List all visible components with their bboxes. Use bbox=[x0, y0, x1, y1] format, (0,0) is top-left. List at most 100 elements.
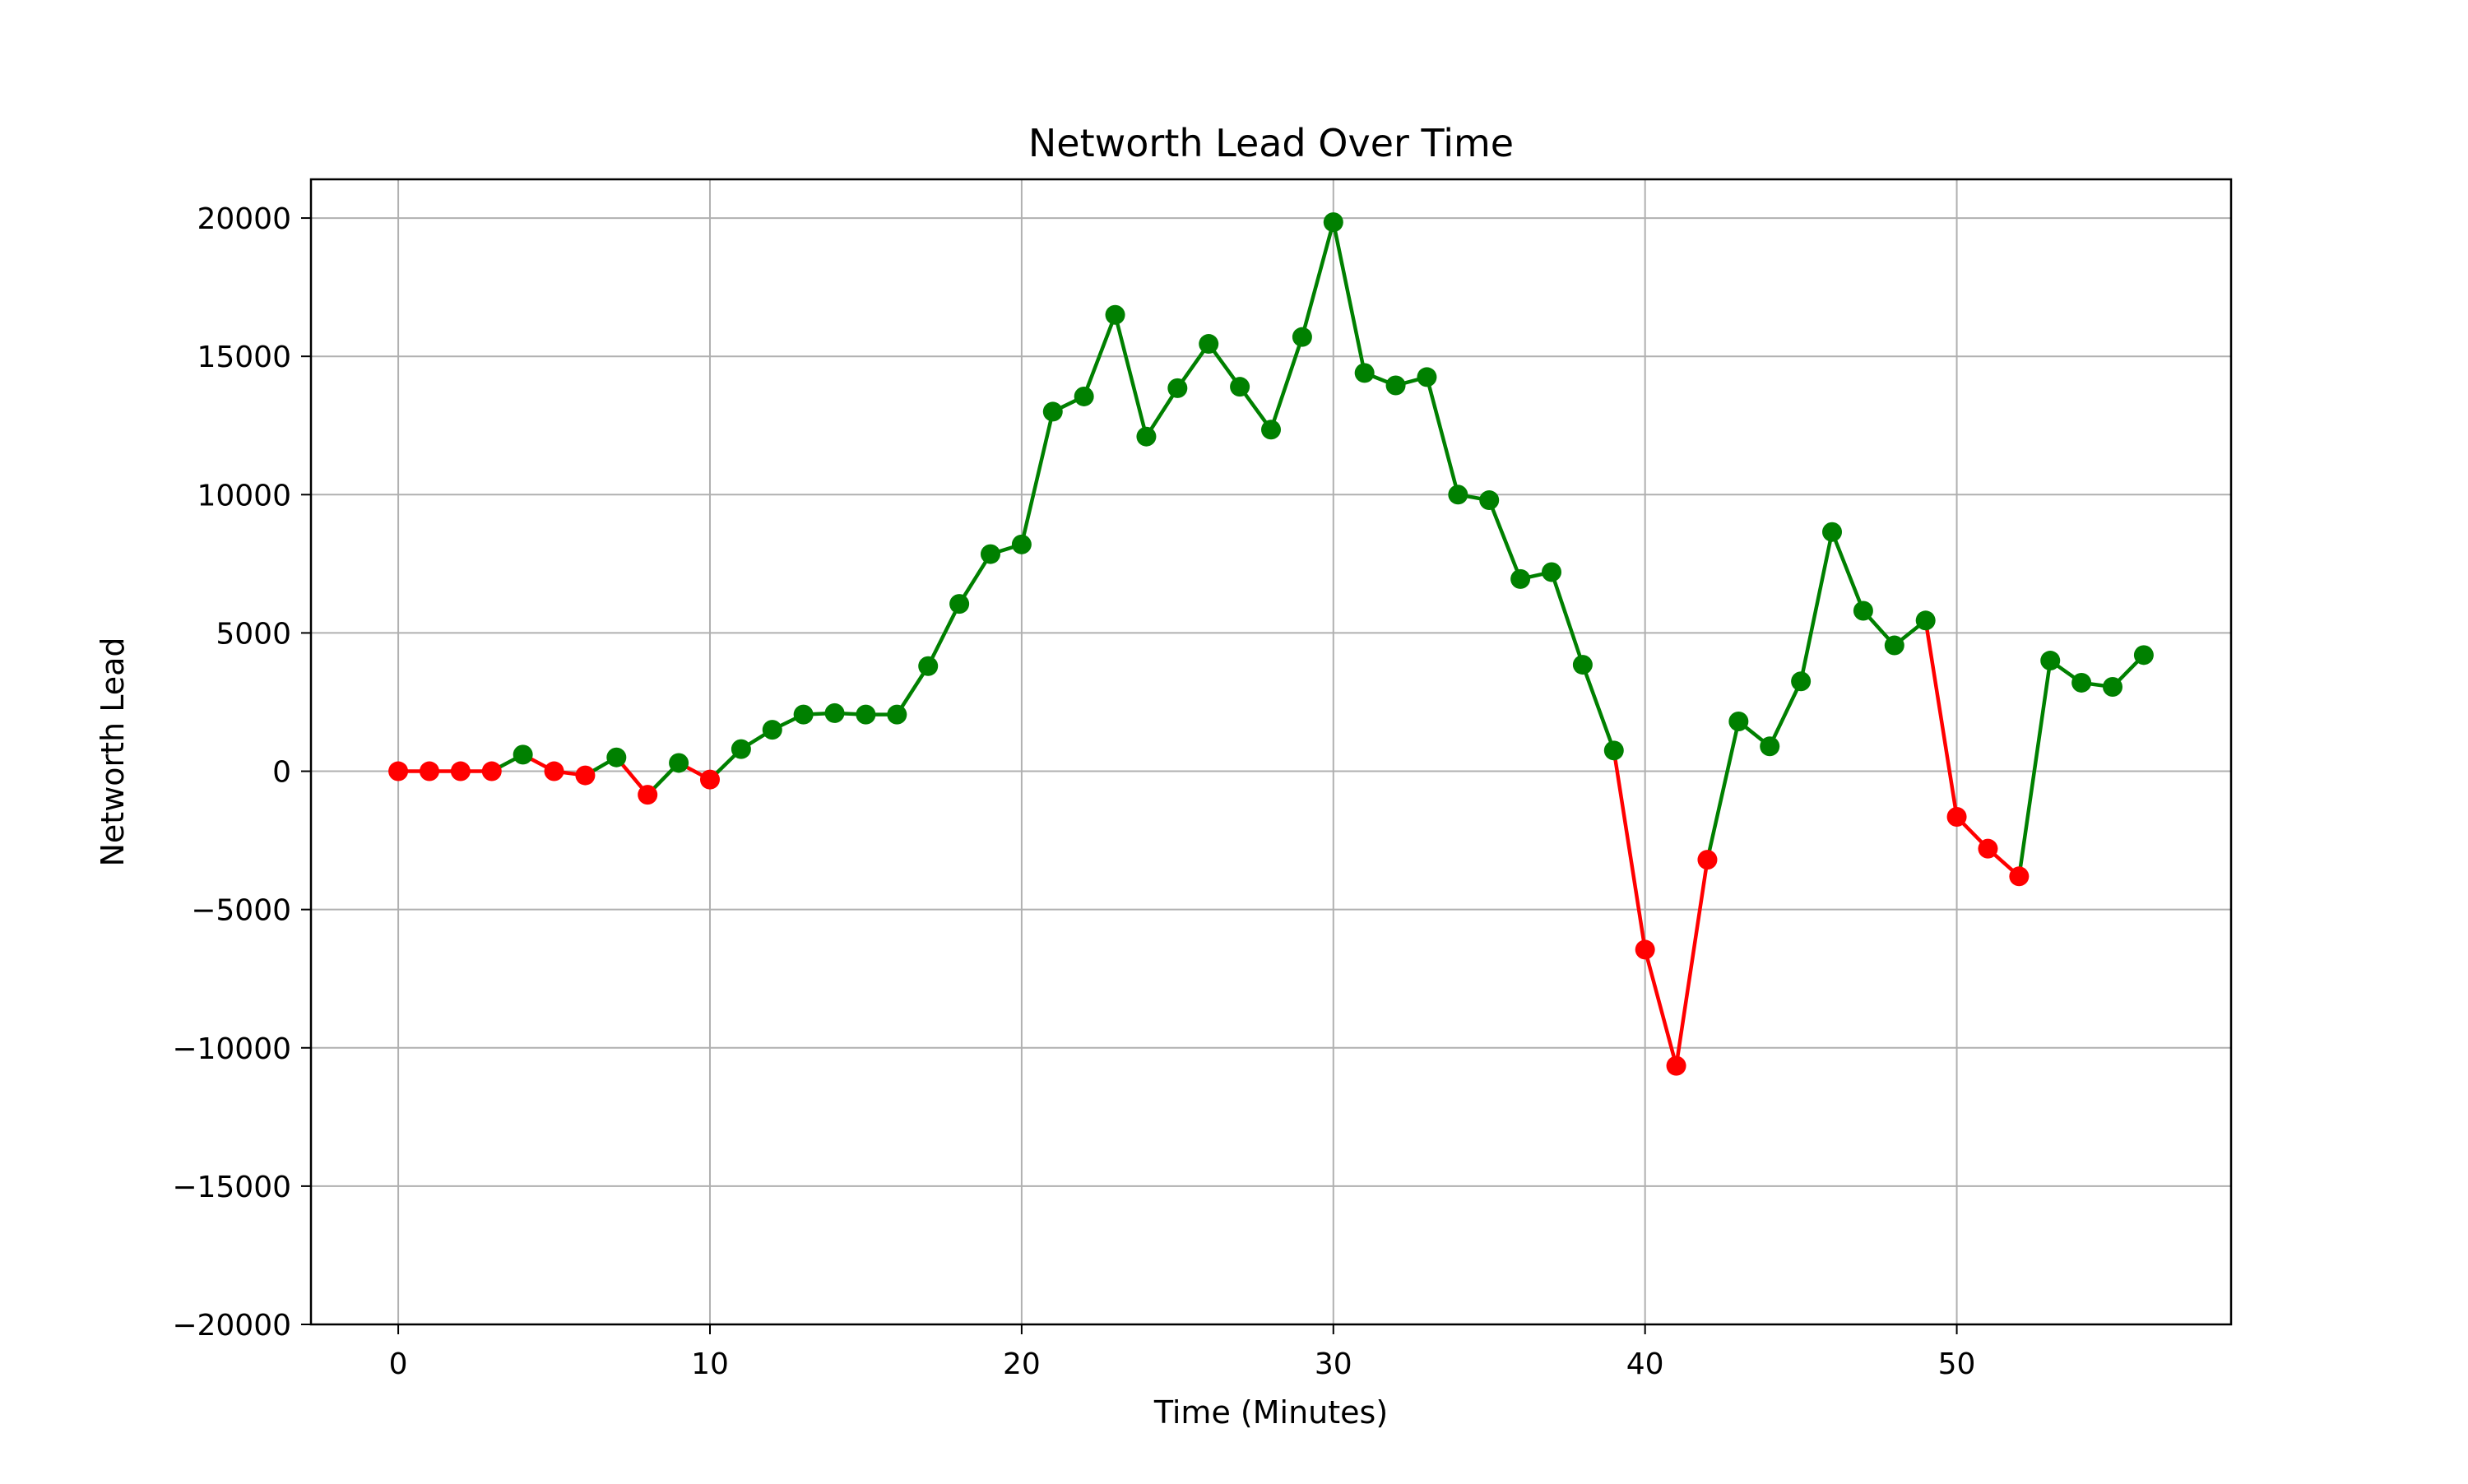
y-tick-label: 15000 bbox=[197, 341, 291, 374]
y-tick-label: 10000 bbox=[197, 479, 291, 512]
data-point bbox=[419, 761, 439, 781]
data-point bbox=[638, 785, 658, 805]
data-point bbox=[699, 769, 720, 790]
data-point bbox=[1167, 378, 1188, 398]
data-point bbox=[1697, 850, 1718, 870]
data-point bbox=[1603, 740, 1624, 761]
data-point bbox=[1978, 838, 1998, 859]
data-point bbox=[2103, 676, 2123, 697]
line-segment bbox=[1487, 498, 1523, 582]
data-point bbox=[1760, 736, 1780, 757]
line-segment bbox=[1549, 570, 1585, 667]
data-point bbox=[450, 761, 471, 781]
line-segment bbox=[1019, 410, 1055, 547]
line-segment bbox=[1113, 313, 1148, 438]
plot-area-frame bbox=[309, 178, 2233, 1326]
line-segment bbox=[1923, 619, 1959, 819]
y-tick-label: 5000 bbox=[216, 617, 291, 651]
data-point bbox=[1261, 420, 1281, 440]
line-segment bbox=[2017, 658, 2053, 879]
data-point bbox=[1822, 522, 1843, 542]
data-point bbox=[1448, 485, 1468, 505]
y-tick-label: −15000 bbox=[172, 1171, 291, 1204]
data-point bbox=[1074, 386, 1094, 406]
x-tick-label: 0 bbox=[389, 1347, 408, 1381]
data-point bbox=[1385, 375, 1406, 396]
y-tick-label: −20000 bbox=[172, 1309, 291, 1343]
y-tick-label: −5000 bbox=[191, 894, 291, 928]
x-tick-label: 30 bbox=[1315, 1347, 1352, 1381]
data-point bbox=[1199, 334, 1219, 355]
data-point bbox=[1946, 807, 1967, 828]
line-segment bbox=[1425, 375, 1460, 497]
y-tick-label: 20000 bbox=[197, 202, 291, 236]
line-segment bbox=[1674, 857, 1710, 1068]
data-point bbox=[887, 704, 907, 725]
y-tick-label: −10000 bbox=[172, 1032, 291, 1066]
x-tick-label: 50 bbox=[1938, 1347, 1976, 1381]
data-point bbox=[1728, 712, 1749, 732]
data-point bbox=[1292, 327, 1312, 347]
data-point bbox=[1791, 671, 1812, 692]
data-point bbox=[1105, 304, 1125, 325]
data-point bbox=[1011, 534, 1032, 554]
data-point bbox=[1354, 363, 1375, 383]
axis-ticks: 0 10 20 30 40 50 −20000 −15000 −10000 −5000 0 5000 1… bbox=[172, 202, 1975, 1381]
data-point bbox=[1635, 939, 1655, 960]
data-point bbox=[980, 544, 1000, 564]
data-point bbox=[544, 761, 564, 781]
data-point bbox=[1136, 426, 1157, 447]
x-tick-label: 10 bbox=[691, 1347, 729, 1381]
data-point bbox=[2009, 866, 2030, 887]
data-point bbox=[918, 656, 939, 676]
line-segment bbox=[1767, 679, 1803, 749]
data-point bbox=[1417, 367, 1437, 387]
line-segment bbox=[926, 601, 962, 669]
line-segment bbox=[1580, 662, 1617, 753]
line-segment bbox=[1705, 719, 1741, 862]
x-tick-label: 20 bbox=[1003, 1347, 1041, 1381]
data-point bbox=[1666, 1055, 1686, 1076]
line-segment bbox=[1612, 749, 1647, 952]
x-tick-label: 40 bbox=[1626, 1347, 1664, 1381]
data-point bbox=[1853, 601, 1873, 621]
data-point bbox=[1572, 655, 1593, 675]
data-point bbox=[388, 761, 409, 781]
data-point bbox=[1884, 635, 1904, 656]
data-point bbox=[762, 720, 782, 740]
data-point bbox=[481, 761, 502, 781]
data-point bbox=[669, 753, 689, 773]
line-segment bbox=[1830, 530, 1866, 613]
data-point bbox=[793, 704, 814, 725]
data-point bbox=[1510, 568, 1531, 589]
data-point bbox=[1323, 212, 1343, 233]
x-axis-label: Time (Minutes) bbox=[1153, 1394, 1388, 1431]
data-point bbox=[1230, 377, 1250, 397]
line-segment bbox=[1798, 530, 1835, 684]
data-point bbox=[856, 704, 876, 725]
data-point bbox=[513, 744, 533, 765]
data-point bbox=[949, 594, 970, 614]
data-point bbox=[731, 739, 751, 759]
data-point bbox=[2040, 651, 2061, 671]
data-point bbox=[2071, 672, 2092, 693]
data-point bbox=[1479, 490, 1500, 511]
line-segment bbox=[1331, 220, 1366, 375]
data-point bbox=[1915, 610, 1936, 631]
data-point bbox=[2133, 645, 2154, 665]
data-point bbox=[1042, 401, 1063, 422]
data-point bbox=[1542, 562, 1562, 582]
data-point bbox=[606, 747, 627, 768]
data-point bbox=[824, 703, 845, 723]
data-markers bbox=[388, 212, 2154, 1076]
y-axis-label: Networth Lead bbox=[95, 637, 131, 866]
chart-title: Networth Lead Over Time bbox=[1028, 121, 1514, 165]
line-segment bbox=[1643, 948, 1678, 1068]
line-segment bbox=[1269, 335, 1305, 432]
line-segment bbox=[1300, 220, 1336, 339]
line-segment bbox=[1082, 313, 1117, 399]
data-point bbox=[575, 765, 596, 786]
